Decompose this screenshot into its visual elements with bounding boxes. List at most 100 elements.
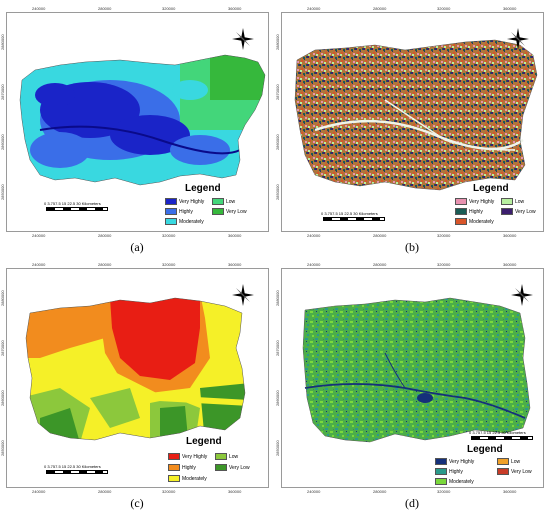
legend-swatch <box>212 208 224 215</box>
north-arrow-icon <box>232 284 254 306</box>
x-tick: 240000 <box>32 262 46 267</box>
north-arrow-icon <box>511 284 533 306</box>
x-tick: 240000 <box>307 489 321 494</box>
map-raster <box>25 297 246 441</box>
x-tick: 280000 <box>98 6 112 11</box>
legend-item: Moderately <box>435 478 474 485</box>
legend-label: Low <box>229 453 239 460</box>
legend-title: Legend <box>467 444 503 455</box>
x-tick: 240000 <box>32 233 46 238</box>
x-tick: 280000 <box>373 262 387 267</box>
legend-item: Very Low <box>501 208 536 215</box>
panel-caption: (d) <box>405 496 419 510</box>
legend-item: Highly <box>435 468 463 475</box>
x-tick: 360000 <box>503 6 517 11</box>
north-arrow-icon <box>507 28 529 50</box>
legend-swatch <box>168 464 180 471</box>
legend-label: Low <box>511 458 521 465</box>
legend-label: Very Highly <box>182 453 208 460</box>
x-tick: 320000 <box>437 262 451 267</box>
scale-bar <box>471 436 533 440</box>
legend-label: Low <box>226 198 236 205</box>
legend-label: Highly <box>182 464 196 471</box>
map-raster <box>19 54 266 186</box>
legend-label: Moderately <box>182 475 207 482</box>
legend-label: Highly <box>469 208 483 215</box>
x-tick: 320000 <box>437 6 451 11</box>
legend-item: Highly <box>455 208 483 215</box>
legend-item: Very Highly <box>435 458 474 465</box>
legend-item: Moderately <box>165 218 204 225</box>
legend-item: Low <box>497 458 520 465</box>
x-tick: 320000 <box>162 6 176 11</box>
x-tick: 320000 <box>437 233 451 238</box>
legend-label: Moderately <box>449 478 474 485</box>
x-tick: 280000 <box>98 262 112 267</box>
legend-label: Very Highly <box>469 198 495 205</box>
legend-swatch <box>168 453 180 460</box>
legend-swatch <box>501 198 513 205</box>
legend-title: Legend <box>185 183 221 194</box>
x-tick: 280000 <box>373 233 387 238</box>
legend-swatch <box>435 458 447 465</box>
panel-c: 240000 280000 320000 360000 240000 28000… <box>0 258 275 515</box>
x-tick: 280000 <box>98 489 112 494</box>
legend-item: Very Highly <box>165 198 204 205</box>
scale-label: 0 3.757.5 15 22.5 30 Kilometers <box>44 201 101 206</box>
legend-swatch <box>501 208 513 215</box>
legend-swatch <box>165 218 177 225</box>
legend-label: Very Highly <box>179 198 205 205</box>
legend-title: Legend <box>473 183 509 194</box>
legend-item: Very Highly <box>168 453 207 460</box>
x-tick: 240000 <box>32 489 46 494</box>
legend-swatch <box>212 198 224 205</box>
x-tick: 320000 <box>162 233 176 238</box>
legend-swatch <box>215 453 227 460</box>
scale-label: 0 3.757.5 15 22.5 30 Kilometers <box>469 430 526 435</box>
legend-label: Highly <box>179 208 193 215</box>
legend-label: Very Low <box>515 208 536 215</box>
panel-d: 240000 280000 320000 360000 240000 28000… <box>275 258 550 515</box>
legend-item: Very Low <box>215 464 250 471</box>
legend-swatch <box>455 218 467 225</box>
legend-item: Very Low <box>212 208 247 215</box>
legend-swatch <box>455 198 467 205</box>
x-tick: 280000 <box>373 489 387 494</box>
legend-title: Legend <box>186 436 222 447</box>
legend-label: Very Low <box>226 208 247 215</box>
x-tick: 320000 <box>162 262 176 267</box>
scale-bar <box>323 217 385 221</box>
x-tick: 360000 <box>228 6 242 11</box>
x-tick: 320000 <box>437 489 451 494</box>
legend-item: Low <box>501 198 524 205</box>
legend-swatch <box>165 208 177 215</box>
legend-item: Low <box>215 453 238 460</box>
panel-b: 240000 280000 320000 360000 240000 28000… <box>275 0 550 258</box>
legend-label: Very Highly <box>449 458 475 465</box>
legend-label: Low <box>515 198 525 205</box>
legend-item: Highly <box>168 464 196 471</box>
panel-caption: (a) <box>130 240 144 254</box>
x-tick: 240000 <box>32 6 46 11</box>
legend-item: Moderately <box>455 218 494 225</box>
x-tick: 240000 <box>307 6 321 11</box>
legend-swatch <box>165 198 177 205</box>
legend-label: Moderately <box>179 218 204 225</box>
scale-label: 0 3.757.5 15 22.5 30 Kilometers <box>321 211 378 216</box>
x-tick: 360000 <box>503 489 517 494</box>
scale-bar <box>46 207 108 211</box>
legend-item: Very Highly <box>455 198 494 205</box>
scale-bar <box>46 470 108 474</box>
legend-item: Highly <box>165 208 193 215</box>
legend-swatch <box>215 464 227 471</box>
legend-swatch <box>497 468 509 475</box>
legend-item: Very Low <box>497 468 532 475</box>
map-raster <box>302 297 531 443</box>
map-raster <box>294 39 538 191</box>
x-tick: 360000 <box>228 233 242 238</box>
x-tick: 280000 <box>373 6 387 11</box>
legend-swatch <box>435 468 447 475</box>
legend-swatch <box>497 458 509 465</box>
legend-label: Moderately <box>469 218 494 225</box>
x-tick: 360000 <box>228 489 242 494</box>
